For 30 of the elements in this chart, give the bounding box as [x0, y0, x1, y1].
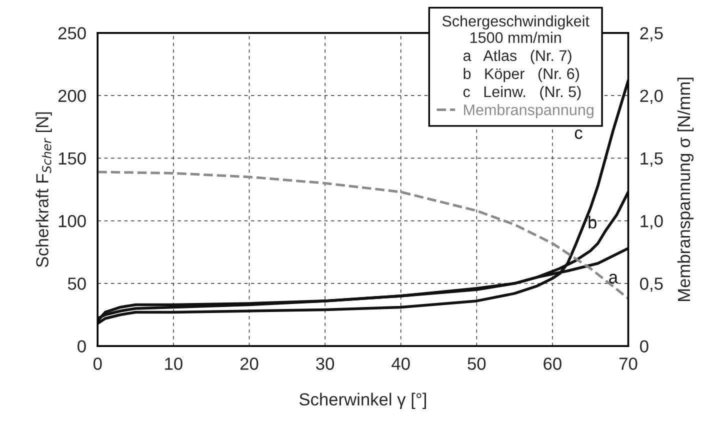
annotation: b [588, 216, 596, 229]
annotation: a [609, 274, 618, 284]
y-tick-label: 250 [58, 27, 86, 40]
y-tick-label: 0 [78, 340, 86, 352]
x-tick-label: 20 [240, 358, 258, 370]
y2-tick-label: 2,5 [640, 27, 663, 42]
x-tick-label: 10 [165, 358, 182, 370]
y-tick-label: 200 [58, 90, 86, 102]
y-tick-label: 150 [58, 152, 86, 165]
x-tick-label: 30 [316, 358, 334, 370]
y-tick-label: 100 [58, 214, 86, 228]
annotation: b Köper (Nr. 6) [464, 68, 579, 82]
x-tick-label: 70 [619, 358, 638, 370]
y-tick-label: 50 [68, 278, 86, 290]
y2-tick-label: 2,0 [640, 90, 663, 104]
x-tick-label: 50 [468, 358, 486, 370]
y2-tick-label: 0,5 [640, 278, 663, 292]
legend-label: Membranspannung [464, 104, 594, 118]
y2-tick-label: 0 [640, 340, 648, 352]
annotation: c [574, 129, 582, 139]
y2-tick-label: 1,0 [640, 214, 663, 230]
y2-tick-label: 1,5 [640, 152, 663, 167]
annotation: c Leinw. (Nr. 5) [463, 86, 581, 100]
x-tick-label: 60 [544, 358, 562, 370]
y-axis-title: Scherkraft F$_{Scher}$ [N] [36, 112, 52, 268]
annotation: a Atlas (Nr. 7) [463, 50, 572, 64]
x-tick-label: 0 [94, 358, 102, 370]
x-axis-title: Scherwinkel γ [°] [299, 392, 426, 409]
y2-axis-title: Membranspannung σ [N/mm] [677, 78, 694, 301]
x-tick-label: 40 [392, 358, 410, 370]
